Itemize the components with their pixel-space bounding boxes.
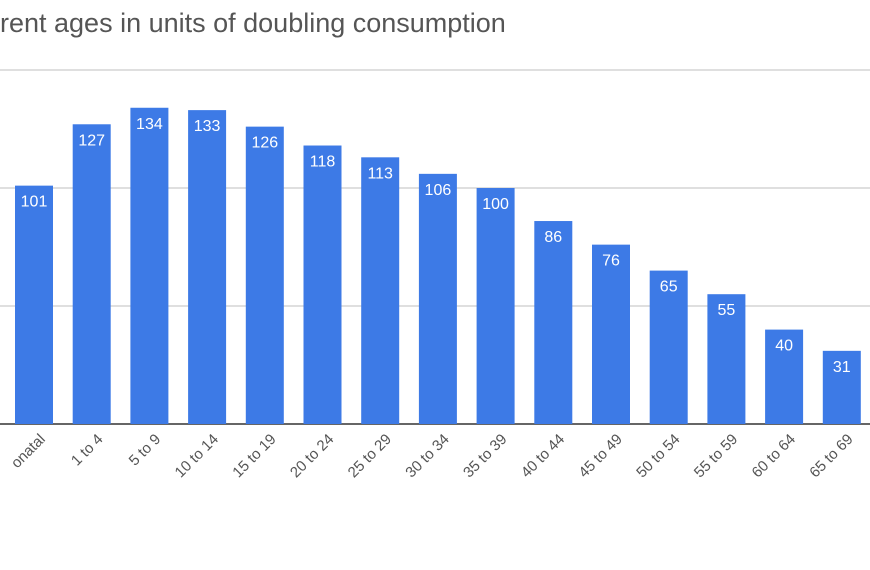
x-tick-label: 1 to 4 xyxy=(68,431,107,470)
bar xyxy=(72,124,111,424)
data-label: 113 xyxy=(367,165,393,182)
bar xyxy=(15,185,53,424)
x-tick-labels: onatal 1 to 4 5 to 9 10 to 14 15 to 19 20 to … xyxy=(8,431,857,481)
x-tick-label: 15 to 19 xyxy=(229,431,279,481)
x-tick-label: 50 to 54 xyxy=(633,431,683,481)
bar xyxy=(534,221,573,424)
data-label: 126 xyxy=(251,135,278,152)
x-tick-label: 25 to 29 xyxy=(345,431,395,481)
x-tick-label: 40 to 44 xyxy=(518,431,568,481)
data-label: 65 xyxy=(660,279,678,296)
data-label: 133 xyxy=(194,118,221,135)
data-label: 40 xyxy=(775,338,793,355)
data-label: 118 xyxy=(310,154,336,171)
bar xyxy=(707,294,746,424)
bar xyxy=(188,110,227,425)
bar xyxy=(130,107,169,424)
bar xyxy=(361,157,400,424)
data-label: 31 xyxy=(833,359,851,376)
bar xyxy=(303,145,342,424)
x-tick-label: 5 to 9 xyxy=(126,431,165,470)
data-label: 86 xyxy=(544,229,562,246)
data-label: 55 xyxy=(718,302,736,319)
x-tick-label: 55 to 59 xyxy=(691,431,741,481)
bar xyxy=(476,188,515,424)
chart-title: rent ages in units of doubling consumpti… xyxy=(0,8,506,38)
bar xyxy=(418,173,457,424)
data-label: 76 xyxy=(602,253,620,270)
x-tick-label: 65 to 69 xyxy=(806,431,856,481)
bars: 101 127 134 133 126 118 113 106 100 86 76 65 55 40 31 xyxy=(15,107,861,425)
data-label: 101 xyxy=(21,194,48,211)
x-tick-label: 30 to 34 xyxy=(402,431,452,481)
bar xyxy=(245,126,284,424)
bar xyxy=(822,350,861,424)
x-tick-label: onatal xyxy=(8,431,49,472)
x-tick-label: 45 to 49 xyxy=(575,431,625,481)
x-tick-label: 20 to 24 xyxy=(287,431,337,481)
bar xyxy=(649,270,688,424)
data-label: 127 xyxy=(78,132,105,149)
x-tick-label: 10 to 14 xyxy=(172,431,222,481)
bar xyxy=(592,244,630,424)
x-tick-label: 35 to 39 xyxy=(460,431,510,481)
x-tick-label: 60 to 64 xyxy=(749,431,799,481)
data-label: 100 xyxy=(482,196,509,213)
bar xyxy=(765,329,804,424)
data-label: 134 xyxy=(136,116,163,133)
data-label: 106 xyxy=(425,182,452,199)
